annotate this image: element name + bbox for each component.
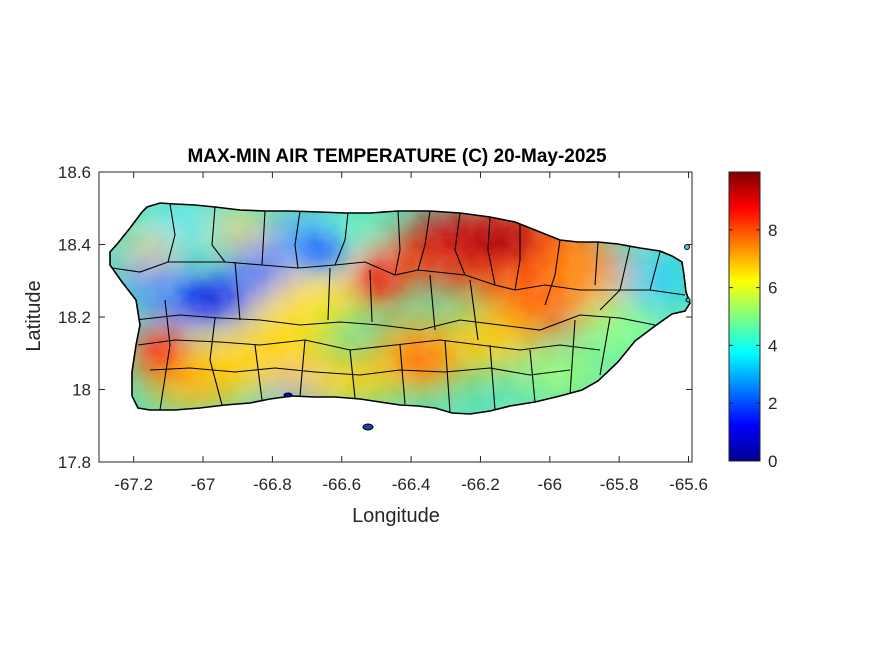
colorbar-tick-label: 6 bbox=[768, 279, 777, 298]
island-outline bbox=[109, 202, 691, 415]
colorbar-tick-label: 2 bbox=[768, 394, 777, 413]
small-island bbox=[283, 392, 293, 398]
y-tick-label: 17.8 bbox=[58, 453, 91, 472]
x-tick-label: -65.8 bbox=[600, 475, 639, 494]
map-title: MAX-MIN AIR TEMPERATURE (C) 20-May-2025 bbox=[187, 146, 607, 167]
small-island bbox=[685, 297, 691, 303]
x-axis-label: Longitude bbox=[352, 505, 440, 527]
small-island bbox=[684, 244, 690, 250]
x-tick-label: -66.6 bbox=[322, 475, 361, 494]
y-tick-label: 18.6 bbox=[58, 163, 91, 182]
small-island bbox=[362, 423, 374, 431]
colorbar-tick-label: 8 bbox=[768, 221, 777, 240]
x-tick-label: -66 bbox=[538, 475, 563, 494]
y-tick-label: 18.2 bbox=[58, 308, 91, 327]
y-axis-ticks: 18.6 18.4 18.2 18 17.8 bbox=[58, 163, 692, 472]
x-tick-label: -67 bbox=[191, 475, 216, 494]
y-axis-label: Latitude bbox=[23, 280, 45, 351]
colorbar-tick-label: 0 bbox=[768, 452, 777, 471]
municipal-boundaries bbox=[111, 203, 686, 413]
colorbar-tick-label: 4 bbox=[768, 336, 777, 355]
colorbar bbox=[728, 171, 761, 462]
x-axis-ticks: -67.2 -67 -66.8 -66.6 -66.4 -66.2 -66 -65.8 -65.… bbox=[114, 172, 708, 494]
x-tick-label: -66.2 bbox=[461, 475, 500, 494]
x-tick-label: -65.6 bbox=[669, 475, 708, 494]
x-tick-label: -66.4 bbox=[392, 475, 431, 494]
colorbar-ticks: 0 2 4 6 8 bbox=[729, 221, 777, 471]
x-tick-label: -66.8 bbox=[253, 475, 292, 494]
y-tick-label: 18 bbox=[72, 381, 91, 400]
x-tick-label: -67.2 bbox=[114, 475, 153, 494]
y-tick-label: 18.4 bbox=[58, 236, 91, 255]
